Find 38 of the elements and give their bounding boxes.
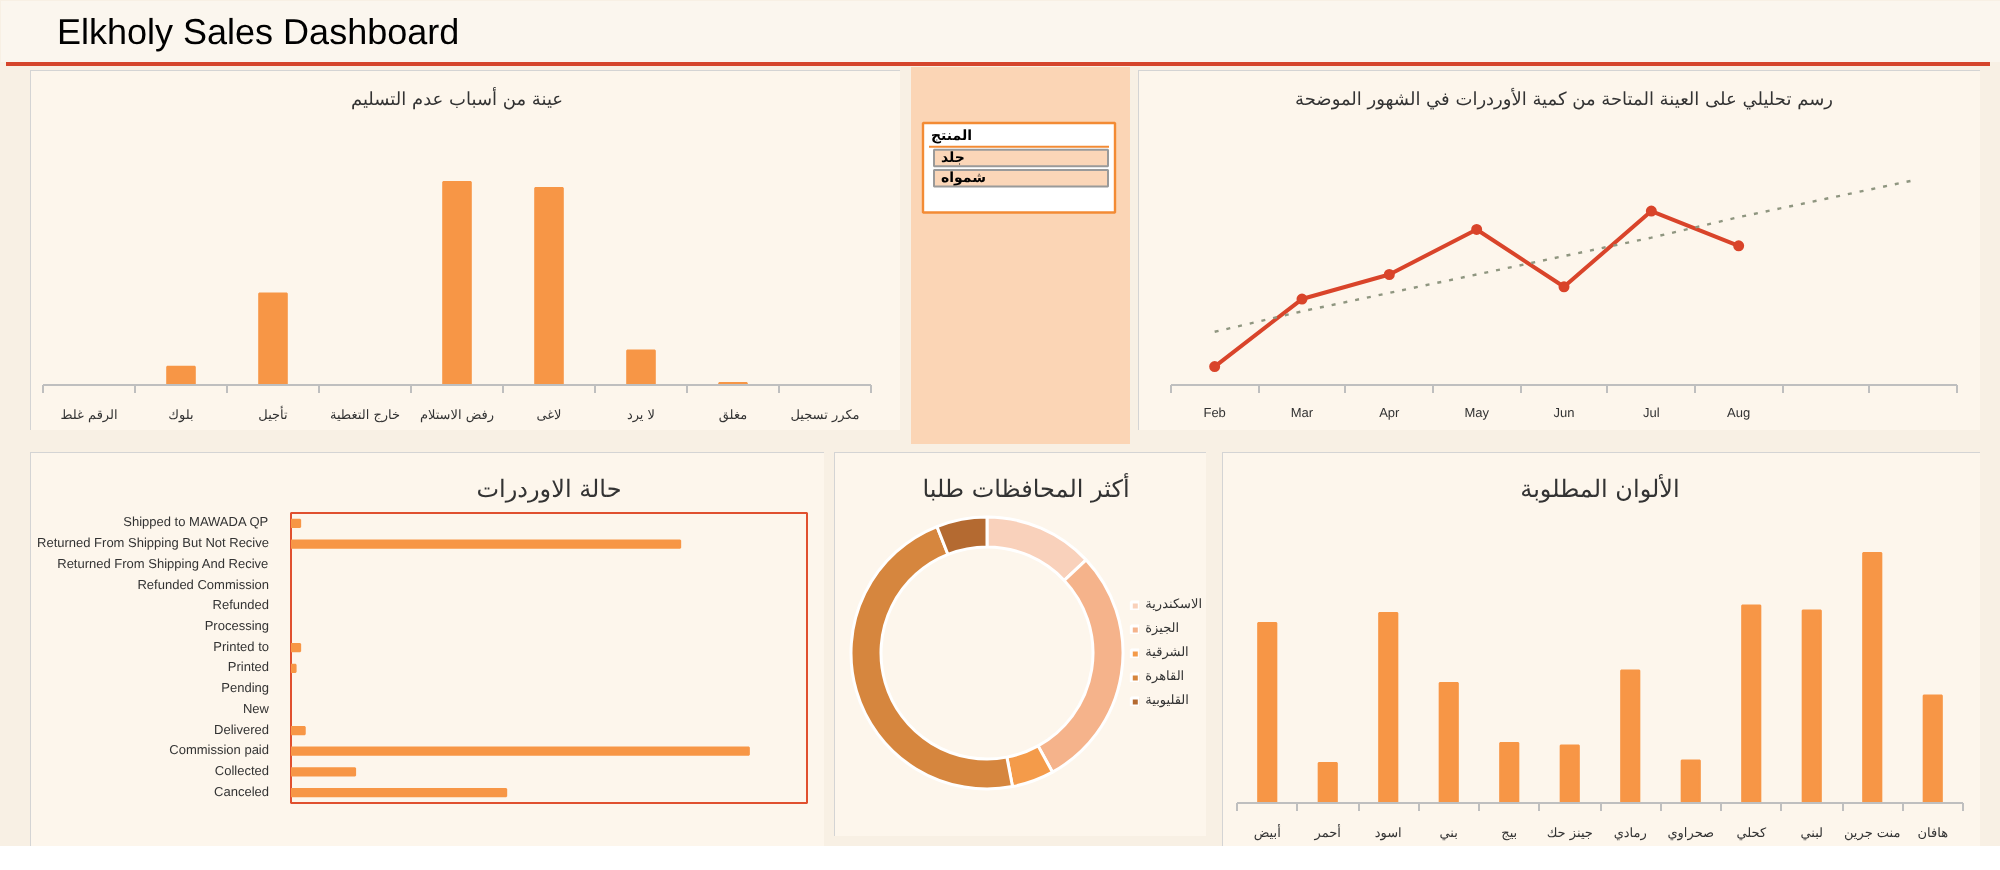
bar <box>1438 682 1459 803</box>
bar <box>291 518 302 528</box>
bar <box>291 746 750 756</box>
bar <box>1801 609 1822 803</box>
bar <box>1378 612 1399 803</box>
point <box>1733 240 1745 252</box>
bar <box>1862 552 1883 803</box>
bar <box>1499 742 1520 803</box>
bar <box>291 643 302 653</box>
chart-title: أكثر المحافظات طلبا <box>922 473 1130 503</box>
point <box>1383 269 1395 280</box>
bar <box>1257 622 1278 803</box>
point <box>1558 281 1570 293</box>
point <box>1645 205 1657 217</box>
chart-title: الألوان المطلوبة <box>1520 473 1680 503</box>
bar <box>291 725 306 736</box>
text: Elkholy Sales Dashboard <box>57 12 460 52</box>
bar <box>291 788 508 798</box>
chart-title: حالة الاوردرات <box>476 475 622 503</box>
bar <box>1922 694 1943 803</box>
point <box>1471 223 1483 235</box>
bar <box>1741 604 1762 803</box>
bar <box>291 767 357 777</box>
bar <box>534 187 564 385</box>
bar <box>1620 669 1641 803</box>
bar <box>1680 759 1701 803</box>
bar <box>1559 744 1580 803</box>
bar <box>291 539 682 549</box>
bar <box>291 663 297 673</box>
chart-title: رسم تحليلي على العينة المتاحة من كمية الأوردرات في الشهور الموضحة <box>1295 87 1833 111</box>
chart-title: عينة من أسباب عدم التسليم <box>350 87 564 111</box>
bar <box>442 180 472 385</box>
bar <box>1317 762 1338 803</box>
bar <box>626 349 656 385</box>
bar <box>166 365 196 385</box>
bar <box>258 292 288 385</box>
point <box>1296 293 1308 305</box>
point <box>1209 361 1221 373</box>
